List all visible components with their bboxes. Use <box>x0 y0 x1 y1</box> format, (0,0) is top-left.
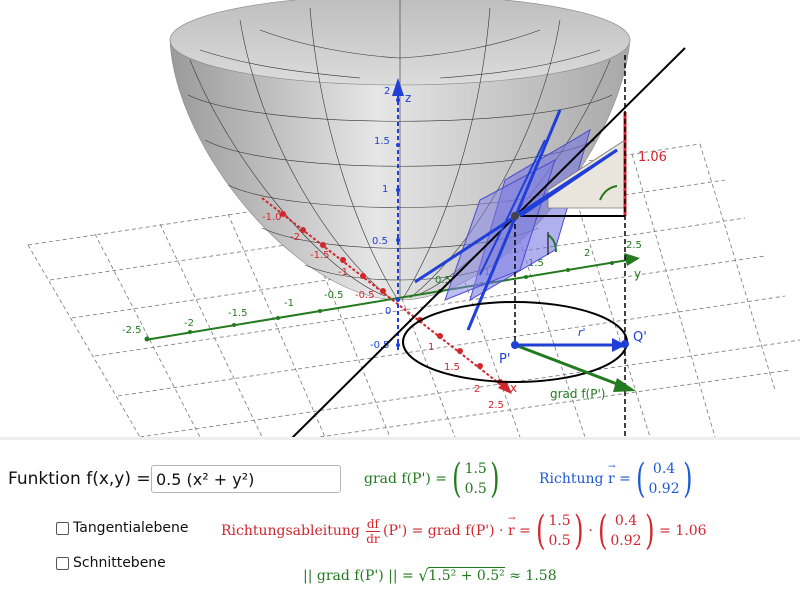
checkbox-box[interactable] <box>56 521 69 535</box>
x-axis: -1.0 -2 -1.5 -1 -0.5 1 1.5 2 2.5 x <box>261 197 517 411</box>
ableitung-eq: = <box>519 523 531 539</box>
svg-text:x: x <box>510 381 517 395</box>
svg-text:-2.5: -2.5 <box>122 325 142 336</box>
svg-text:y: y <box>634 267 641 281</box>
grad-vector <box>514 343 626 389</box>
svg-text:1: 1 <box>382 184 388 195</box>
grad-formula: grad f(P') = ( 1.5 0.5 ) <box>364 456 500 502</box>
svg-text:-2: -2 <box>184 318 194 329</box>
svg-text:-0.5: -0.5 <box>324 290 344 301</box>
3d-graphics-view[interactable]: -2.5 -2 -1.5 -1 -0.5 0.5 1 1.5 2 2.5 y <box>0 0 800 440</box>
tangent-plane-label: Tangentialebene <box>73 520 189 536</box>
label-Q-prime: Q' <box>633 330 647 345</box>
dot-product: · <box>588 523 593 539</box>
svg-text:-1: -1 <box>284 298 294 309</box>
svg-text:2: 2 <box>384 86 390 97</box>
label-height: 1.06 <box>638 150 667 165</box>
svg-text:-2: -2 <box>290 232 300 243</box>
r-vec-symbol: r <box>508 514 515 539</box>
svg-text:2.5: 2.5 <box>488 400 504 411</box>
point-P-prime[interactable] <box>511 341 519 349</box>
svg-text:1.5: 1.5 <box>374 136 390 147</box>
r-vec-symbol: r <box>608 462 615 487</box>
z-axis: 2 1.5 1 0.5 0 -0.5 z <box>370 78 411 351</box>
ableitung-mid: (P') = grad f(P') · <box>382 523 504 539</box>
grad-v1: 1.5 <box>464 461 487 477</box>
grad-formula-prefix: grad f(P') = <box>364 471 447 487</box>
blue-tangent-line-3 <box>479 139 546 276</box>
norm-prefix: || grad f(P') || = <box>303 567 414 584</box>
ableitung-prefix: Richtungsableitung <box>221 523 360 539</box>
label-grad: grad f(P') <box>550 387 605 401</box>
point-Q-prime[interactable] <box>621 340 629 348</box>
dr-symbol: dr <box>366 531 380 546</box>
svg-text:0.5: 0.5 <box>372 236 388 247</box>
svg-text:1.5: 1.5 <box>444 362 460 373</box>
richtung-v1: 0.4 <box>652 461 676 477</box>
svg-text:0: 0 <box>385 306 391 317</box>
tangent-plane-checkbox[interactable]: Tangentialebene <box>56 520 189 536</box>
svg-text:2: 2 <box>474 384 480 395</box>
black-tangent-line <box>289 47 686 440</box>
svg-text:1.5: 1.5 <box>528 258 544 269</box>
richtung-eq: = <box>619 471 631 487</box>
checkbox-box[interactable] <box>56 556 69 570</box>
svg-text:-0.5: -0.5 <box>355 290 375 301</box>
svg-text:0.5: 0.5 <box>435 275 451 286</box>
blue-tangent-line-2 <box>466 109 562 331</box>
ableitung-result: = 1.06 <box>659 523 707 539</box>
richtung-prefix: Richtung <box>539 471 604 487</box>
ableitung-b2: 0.92 <box>610 533 642 549</box>
point-P-surface[interactable] <box>511 212 519 220</box>
label-r-vector: r' <box>578 326 586 339</box>
gradient-norm-formula: || grad f(P') || = √ 1.5² + 0.5² ≈ 1.58 <box>303 566 557 585</box>
grad-v2: 0.5 <box>464 481 487 497</box>
sqrt-content: 1.5² + 0.5² <box>428 567 505 584</box>
ableitung-a2: 0.5 <box>548 533 571 549</box>
function-label: Funktion f(x,y) = <box>8 469 151 489</box>
label-P-prime: P' <box>499 352 510 367</box>
section-plane-checkbox[interactable]: Schnittebene <box>56 555 166 571</box>
ableitung-b1: 0.4 <box>614 513 638 529</box>
svg-text:2.5: 2.5 <box>626 240 642 251</box>
panel-divider[interactable] <box>0 437 800 440</box>
section-plane-label: Schnittebene <box>73 555 166 571</box>
svg-text:-1.5: -1.5 <box>310 250 330 261</box>
directional-derivative-formula: Richtungsableitung df dr (P') = grad f(P'… <box>221 511 707 551</box>
richtung-formula: Richtung r = ( 0.40.92 ) <box>539 459 695 499</box>
y-axis: -2.5 -2 -1.5 -1 -0.5 0.5 1 1.5 2 2.5 y <box>122 240 642 342</box>
svg-text:-1: -1 <box>338 267 348 278</box>
svg-text:-1.0: -1.0 <box>262 212 282 223</box>
ableitung-a1: 1.5 <box>548 513 571 529</box>
angle-mark <box>547 234 557 253</box>
df-symbol: df <box>365 516 380 532</box>
svg-text:1: 1 <box>428 342 434 353</box>
svg-text:z: z <box>405 91 411 105</box>
norm-result: ≈ 1.58 <box>509 567 557 584</box>
function-input[interactable] <box>151 465 341 493</box>
richtung-v2: 0.92 <box>648 481 680 497</box>
svg-text:-0.5: -0.5 <box>370 340 390 351</box>
svg-text:-1.5: -1.5 <box>228 308 248 319</box>
svg-text:2: 2 <box>584 248 590 259</box>
